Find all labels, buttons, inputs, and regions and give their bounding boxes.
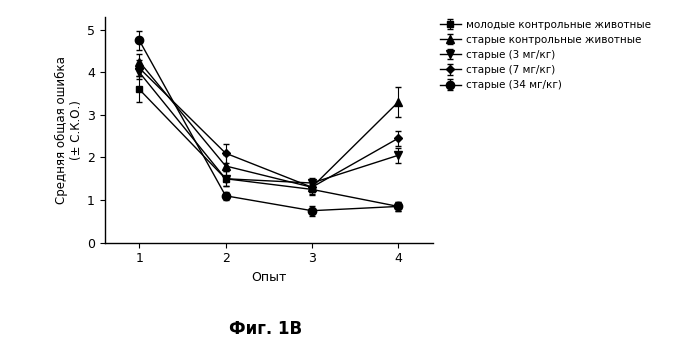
X-axis label: Опыт: Опыт: [251, 271, 286, 284]
Text: Фиг. 1В: Фиг. 1В: [229, 319, 302, 337]
Y-axis label: Средняя общая ошибка
(± С.К.О.): Средняя общая ошибка (± С.К.О.): [54, 56, 83, 204]
Legend: молодые контрольные животные, старые контрольные животные, старые (3 мг/кг), ста: молодые контрольные животные, старые кон…: [438, 18, 653, 93]
